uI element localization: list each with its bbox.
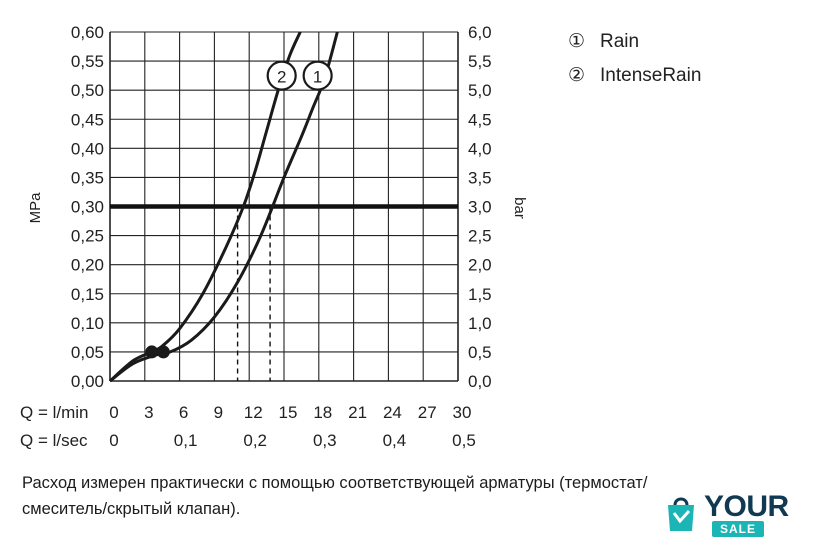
logo-word: YOUR — [704, 490, 789, 523]
y-right-tick: 5,0 — [468, 81, 492, 100]
pressure-flow-chart: 12 0,000,050,100,150,200,250,300,350,400… — [20, 23, 701, 450]
y-right-tick: 3,0 — [468, 198, 492, 217]
left-axis-ticks: 0,00 0,05 0,10 0,15 0,20 0,25 0,30 0,35 0,40 0,45… — [71, 23, 104, 391]
y-right-tick: 0,5 — [468, 343, 492, 362]
dashed-drops — [236, 206, 271, 381]
x-lmin-tick: 18 — [313, 403, 332, 422]
y-right-tick: 4,0 — [468, 139, 492, 158]
legend: ① Rain ② IntenseRain — [568, 31, 701, 86]
legend-label-rain: Rain — [600, 31, 639, 52]
y-left-tick: 0,10 — [71, 314, 104, 333]
y-left-tick: 0,00 — [71, 372, 104, 391]
x-lmin-tick: 21 — [348, 403, 367, 422]
series-marker-label: 1 — [313, 68, 322, 87]
shopping-bag-icon — [668, 497, 694, 531]
data-point — [145, 345, 159, 359]
y-right-tick: 2,5 — [468, 227, 492, 246]
y-right-tick: 1,5 — [468, 285, 492, 304]
note-line-1: Расход измерен практически с помощью соо… — [22, 474, 648, 492]
y-axis-right-title: bar — [511, 197, 528, 219]
x-lmin-tick: 3 — [144, 403, 153, 422]
right-axis-ticks: 0,0 0,5 1,0 1,5 2,0 2,5 3,0 3,5 4,0 4,5 5,0 5,5 6,0 — [468, 23, 492, 391]
x-lsec-tick: 0,5 — [452, 431, 476, 450]
y-left-tick: 0,55 — [71, 52, 104, 71]
measurement-note: Расход измерен практически с помощью соо… — [22, 470, 822, 522]
y-right-tick: 5,5 — [468, 52, 492, 71]
x-row1-label: Q = l/min — [20, 403, 89, 422]
y-left-tick: 0,60 — [71, 23, 104, 42]
y-right-tick: 3,5 — [468, 168, 492, 187]
y-right-tick: 6,0 — [468, 23, 492, 42]
x-lsec-tick: 0,4 — [383, 431, 407, 450]
series-markers: 12 — [266, 60, 333, 91]
x-lsec-tick: 0,2 — [243, 431, 267, 450]
x-axis-lsec-ticks: 0 0,1 0,2 0,3 0,4 0,5 — [109, 431, 476, 450]
y-right-tick: 2,0 — [468, 256, 492, 275]
x-axis-lmin-ticks: 0 3 6 9 12 15 18 21 24 27 30 — [109, 403, 471, 422]
x-lsec-tick: 0 — [109, 431, 118, 450]
x-lmin-tick: 15 — [279, 403, 298, 422]
series-marker-circle — [302, 60, 333, 91]
y-left-tick: 0,05 — [71, 343, 104, 362]
y-right-tick: 1,0 — [468, 314, 492, 333]
note-line-2: смеситель/скрытый клапан). — [22, 500, 241, 518]
y-left-tick: 0,25 — [71, 227, 104, 246]
y-left-tick: 0,30 — [71, 198, 104, 217]
x-lmin-tick: 27 — [418, 403, 437, 422]
y-right-tick: 4,5 — [468, 110, 492, 129]
x-lmin-tick: 12 — [244, 403, 263, 422]
legend-label-intenserain: IntenseRain — [600, 65, 701, 86]
y-left-tick: 0,35 — [71, 168, 104, 187]
legend-symbol-rain: ① — [568, 31, 585, 52]
series-marker-circle — [266, 60, 297, 91]
y-left-tick: 0,40 — [71, 139, 104, 158]
x-lmin-tick: 6 — [179, 403, 188, 422]
series-marker-label: 2 — [277, 68, 286, 87]
y-axis-left-title: MPa — [27, 192, 44, 224]
x-lmin-tick: 30 — [453, 403, 472, 422]
y-right-tick: 0,0 — [468, 372, 492, 391]
legend-symbol-intenserain: ② — [568, 65, 585, 86]
y-left-tick: 0,20 — [71, 256, 104, 275]
yoursale-logo[interactable]: YOUR SALE — [660, 489, 792, 537]
y-left-tick: 0,50 — [71, 81, 104, 100]
x-row2-label: Q = l/sec — [20, 431, 88, 450]
x-lmin-tick: 24 — [383, 403, 402, 422]
y-left-tick: 0,15 — [71, 285, 104, 304]
x-lsec-tick: 0,1 — [174, 431, 198, 450]
x-lmin-tick: 9 — [214, 403, 223, 422]
x-lmin-tick: 0 — [109, 403, 118, 422]
data-points — [145, 345, 170, 359]
data-point — [156, 345, 170, 359]
x-lsec-tick: 0,3 — [313, 431, 337, 450]
logo-sub: SALE — [712, 521, 765, 537]
y-left-tick: 0,45 — [71, 110, 104, 129]
